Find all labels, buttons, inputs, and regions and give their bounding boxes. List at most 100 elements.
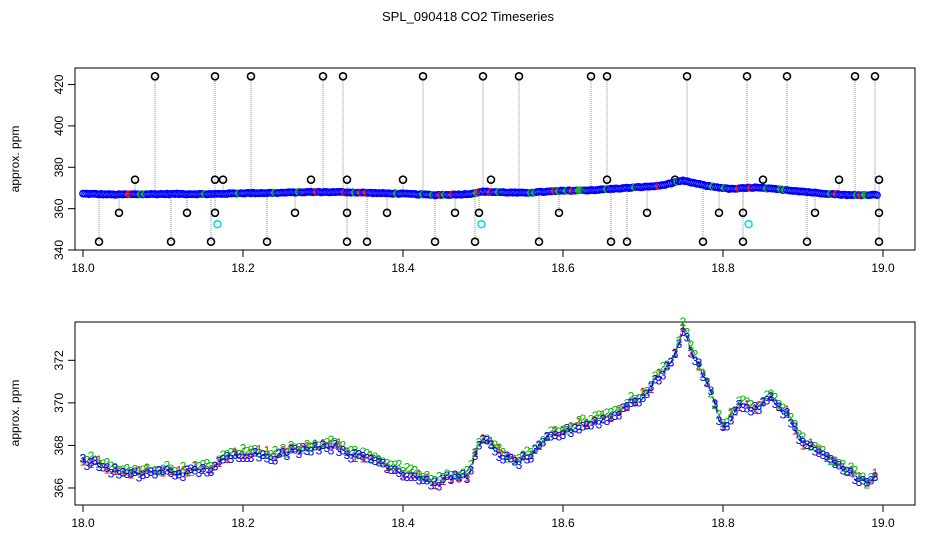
series-2-marker: 2 <box>664 358 671 372</box>
series-3-marker: 3 <box>744 401 751 415</box>
series-3-marker: 3 <box>204 466 211 480</box>
series-3-marker: 3 <box>732 404 739 418</box>
top-y-axis-label: approx. ppm <box>8 126 22 193</box>
series-2-marker: 2 <box>640 386 647 400</box>
series-3-marker: 3 <box>516 458 523 472</box>
series-2-marker: 2 <box>420 471 427 485</box>
series-2-marker: 2 <box>300 442 307 456</box>
series-3-marker: 3 <box>492 445 499 459</box>
top-y-tick-label: 420 <box>52 74 66 94</box>
series-2-marker: 2 <box>116 463 123 477</box>
top-x-tick-label: 18.4 <box>391 261 415 275</box>
series-2-marker: 2 <box>384 457 391 471</box>
series-3-marker: 3 <box>740 401 747 415</box>
bottom-y-tick-label: 368 <box>52 435 66 455</box>
series-3-marker: 3 <box>604 414 611 428</box>
series-1-marker: 1 <box>600 408 607 422</box>
series-1-marker: 1 <box>328 438 335 452</box>
series-3-marker: 3 <box>820 448 827 462</box>
series-2-marker: 2 <box>128 464 135 478</box>
series-1-marker: 1 <box>312 437 319 451</box>
series-2-marker: 2 <box>348 444 355 458</box>
raw-point <box>182 208 192 218</box>
bottom-y-axis-label: approx. ppm <box>8 380 22 447</box>
series-3-marker: 3 <box>312 439 319 453</box>
series-3-marker: 3 <box>620 401 627 415</box>
series-2-marker: 2 <box>524 444 531 458</box>
series-2-marker: 2 <box>872 469 879 483</box>
series-1-marker: 1 <box>432 478 439 492</box>
series-2-marker: 2 <box>400 465 407 479</box>
series-1-line <box>82 325 876 486</box>
series-2-marker: 2 <box>864 477 871 491</box>
series-2-marker: 2 <box>100 457 107 471</box>
raw-point <box>606 237 616 247</box>
series-3-marker: 3 <box>296 447 303 461</box>
series-3-marker: 3 <box>440 472 447 486</box>
series-1-marker: 1 <box>376 452 383 466</box>
series-3-marker: 3 <box>448 473 455 487</box>
series-2-marker: 2 <box>164 459 171 473</box>
filtered-point <box>213 219 222 229</box>
series-1-marker: 1 <box>640 385 647 399</box>
series-3-marker: 3 <box>544 429 551 443</box>
series-3-marker: 3 <box>528 452 535 466</box>
series-2-marker: 2 <box>84 454 91 468</box>
series-2-marker: 2 <box>584 417 591 431</box>
series-2-marker: 2 <box>468 458 475 472</box>
raw-point <box>874 237 884 247</box>
series-2-marker: 2 <box>520 448 527 462</box>
series-1-marker: 1 <box>424 471 431 485</box>
series-3-marker: 3 <box>192 464 199 478</box>
series-1-marker: 1 <box>608 410 615 424</box>
series-1-marker: 1 <box>688 344 695 358</box>
series-2-marker: 2 <box>504 451 511 465</box>
raw-point <box>874 208 884 218</box>
series-3-marker: 3 <box>624 400 631 414</box>
series-3-marker: 3 <box>280 445 287 459</box>
series-2-marker: 2 <box>432 473 439 487</box>
series-2-marker: 2 <box>180 459 187 473</box>
bottom-x-tick-label: 18.4 <box>391 516 415 530</box>
bottom-plot-data: 1 1 11 1 1 1 1 1 1 1 1 1 1 1 1 1 1 11 1 1 1 1 1 1 1 1 1 1 1 1 11 1 1 1 11 1… <box>80 315 879 493</box>
series-3-marker: 3 <box>796 433 803 447</box>
top-y-tick-label: 380 <box>52 157 66 177</box>
series-2-marker: 2 <box>848 460 855 474</box>
series-2-marker: 2 <box>312 437 319 451</box>
series-2-marker: 2 <box>644 384 651 398</box>
series-2-marker: 2 <box>792 418 799 432</box>
raw-point <box>362 237 372 247</box>
series-2-marker: 2 <box>436 469 443 483</box>
series-1-marker: 1 <box>168 464 175 478</box>
series-1-marker: 1 <box>496 442 503 456</box>
series-2-marker: 2 <box>760 395 767 409</box>
baseline-point <box>873 191 881 200</box>
series-1-marker: 1 <box>592 413 599 427</box>
series-3-marker: 3 <box>564 422 571 436</box>
series-3-marker: 3 <box>108 466 115 480</box>
series-1-marker: 1 <box>408 468 415 482</box>
series-3-marker: 3 <box>112 462 119 476</box>
series-3-marker: 3 <box>292 442 299 456</box>
series-3-marker: 3 <box>872 470 879 484</box>
series-3-marker: 3 <box>868 473 875 487</box>
series-2-marker: 2 <box>608 405 615 419</box>
series-2-marker: 2 <box>188 465 195 479</box>
series-3-marker: 3 <box>856 475 863 489</box>
series-3-marker: 3 <box>444 469 451 483</box>
series-3-marker: 3 <box>400 470 407 484</box>
series-2-marker: 2 <box>868 470 875 484</box>
series-2-marker: 2 <box>496 441 503 455</box>
series-1-marker: 1 <box>256 442 263 456</box>
raw-point <box>782 71 792 81</box>
series-2-marker: 2 <box>308 440 315 454</box>
series-3-marker: 3 <box>360 450 367 464</box>
raw-point <box>262 237 272 247</box>
series-2-marker: 2 <box>332 435 339 449</box>
series-2-marker: 2 <box>604 406 611 420</box>
series-2-marker: 2 <box>772 390 779 404</box>
series-3-marker: 3 <box>680 325 687 339</box>
series-2-marker: 2 <box>768 387 775 401</box>
series-3-marker: 3 <box>816 446 823 460</box>
series-1-marker: 1 <box>696 360 703 374</box>
